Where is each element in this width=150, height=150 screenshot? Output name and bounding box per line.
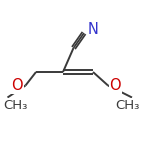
Text: CH₃: CH₃ — [3, 99, 27, 112]
Text: O: O — [12, 78, 23, 93]
Text: N: N — [88, 22, 99, 38]
Text: O: O — [110, 78, 121, 93]
Text: CH₃: CH₃ — [115, 99, 140, 112]
